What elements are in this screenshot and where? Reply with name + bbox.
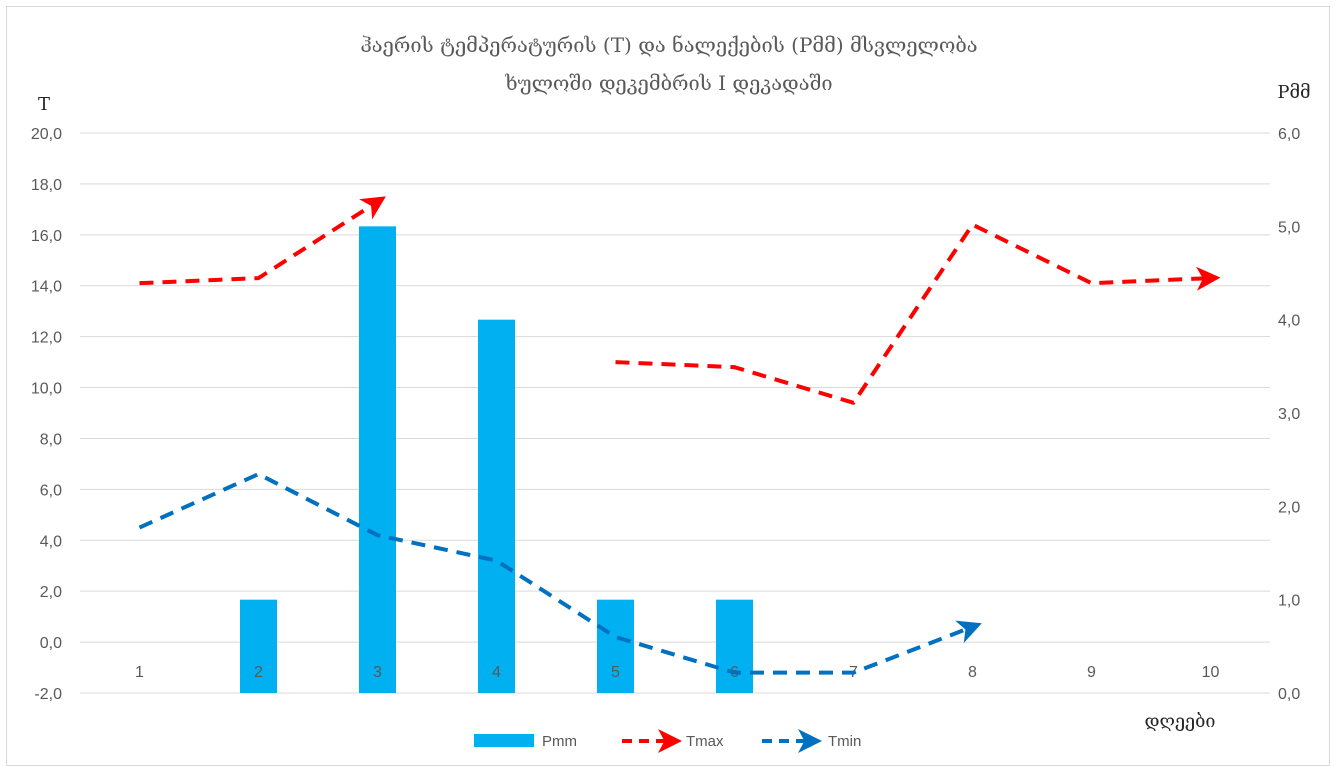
left-tick-label: 14,0 [31,279,62,296]
x-category-label: 5 [611,664,620,681]
temperature-lines [138,196,1221,675]
x-category-label: 10 [1202,664,1220,681]
left-tick-label: 16,0 [31,228,62,245]
x-category-label: 8 [968,664,977,681]
x-category-label: 1 [135,664,144,681]
left-axis-ticks: 20,0 18,0 16,0 14,0 12,0 10,0 8,0 6,0 4,0 2,0 0,0 -… [31,126,62,703]
left-tick-label: 18,0 [31,177,62,194]
chart-subtitle: ხულოში დეკემბრის I დეკადაში [504,71,832,95]
left-tick-label: 4,0 [40,533,62,550]
right-tick-label: 6,0 [1278,126,1300,143]
legend: Pmm Tmax Tmin [474,729,861,753]
pmm-bar [478,319,515,693]
left-tick-label: 10,0 [31,381,62,398]
pmm-bar [240,599,277,693]
y2-axis-label: Pმმ [1277,82,1310,103]
right-tick-label: 3,0 [1278,406,1300,423]
right-tick-label: 5,0 [1278,219,1300,236]
tmax-line [615,222,1221,405]
right-tick-label: 2,0 [1278,499,1300,516]
left-tick-label: 12,0 [31,330,62,347]
legend-label-tmax: Tmax [686,733,724,750]
pmm-bar [597,599,634,693]
pmm-bars [240,226,753,694]
left-tick-label: 6,0 [40,482,62,499]
gridlines [80,132,1270,694]
legend-label-pmm: Pmm [542,733,577,750]
left-tick-label: 8,0 [40,431,62,448]
left-tick-label: 0,0 [40,635,62,652]
x-axis-label: დღეები [1145,711,1216,732]
left-tick-label: 2,0 [40,584,62,601]
right-tick-label: 0,0 [1278,686,1300,703]
x-category-label: 9 [1087,664,1096,681]
left-tick-label: -2,0 [34,686,62,703]
chart-title: ჰაერის ტემპერატურის (T) და ნალექების (Pმ… [360,33,977,57]
tmax-line [139,196,386,286]
legend-label-tmin: Tmin [828,733,861,750]
x-category-labels: 1 2 3 4 5 6 7 8 9 10 [135,664,1219,681]
right-axis-ticks: 6,0 5,0 4,0 3,0 2,0 1,0 0,0 [1278,126,1300,703]
x-category-label: 2 [254,664,263,681]
pmm-bar [359,226,396,694]
pmm-bar [716,599,753,693]
left-tick-label: 20,0 [31,126,62,143]
right-tick-label: 4,0 [1278,313,1300,330]
right-tick-label: 1,0 [1278,593,1300,610]
x-category-label: 3 [373,664,382,681]
legend-swatch-pmm [474,734,534,747]
y-axis-label: T [38,94,50,115]
x-category-label: 4 [492,664,501,681]
